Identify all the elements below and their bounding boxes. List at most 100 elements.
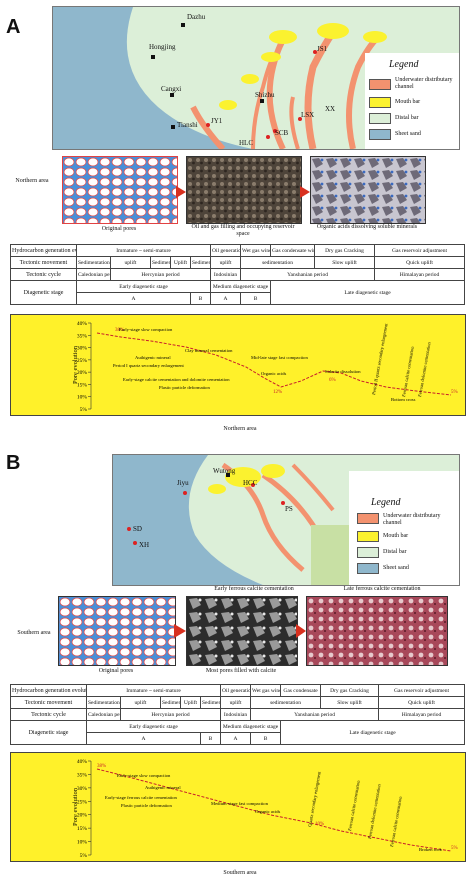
place-hongjing: Hongjing (149, 43, 176, 51)
cell: Himalayan period (374, 268, 466, 281)
row-label-hydrocarbon: Hydrocarbon generation evolution (10, 684, 87, 697)
row-label-tectonic-movement: Tectonic movement (10, 256, 77, 269)
y-tick-label: 10% (77, 840, 88, 846)
annotation-label: Broken rock (419, 847, 443, 852)
mid2-value-label: 6% (329, 378, 336, 383)
place-wutong: Wutong (213, 467, 236, 475)
cell: Sedimentation (76, 256, 111, 269)
annotation-label: Ferroan dolomite cementation (367, 783, 382, 839)
panel-b-micro-calcite (186, 596, 298, 666)
place-xh: XH (139, 541, 150, 549)
y-tick-label: 25% (77, 799, 88, 805)
caption-original-pores: Original pores (101, 226, 137, 232)
cell: Uplift (180, 696, 201, 709)
legend-title: Legend (371, 497, 401, 508)
place-lsx: LSX (301, 111, 315, 119)
cell: Early diagenetic stage (75, 280, 212, 293)
panel-a-table: Hydrocarbon generation evolution Immatur… (10, 244, 466, 305)
place-scb: SCB (275, 129, 289, 137)
cell: sedimentation (250, 696, 322, 709)
annotation-label: Period II quartz secondary enlargement (371, 322, 389, 395)
cell: Wet gas window (250, 684, 282, 697)
cell: Caledonian period (86, 708, 121, 721)
panel-a-pore-chart: 40% 35% 30% 25% 20% 15% 10% 5% Pore evolution 38%… (10, 314, 466, 416)
cell: Sedimentation (199, 696, 222, 709)
cell: Gas reservoir adjustment (374, 244, 466, 257)
cell: Oil generation window (210, 244, 242, 257)
caption-late-ferrous: Late ferrous calcite cementation (343, 586, 421, 592)
panel-b-table: Hydrocarbon generation evolution Immatur… (10, 684, 466, 745)
place-hcc: HCC (243, 479, 258, 487)
cell: Immature ~ semi-mature (85, 684, 222, 697)
panel-a-area-caption: Northern area (223, 426, 257, 432)
annotation-label: Plastic particle deformation (159, 385, 210, 390)
panel-a-side-label: Northern area (15, 178, 49, 184)
row-label-diagenetic-stage: Diagenetic stage (10, 280, 77, 305)
legend-swatch-distal-bar (357, 547, 379, 558)
y-tick-label: 30% (77, 346, 88, 352)
panel-b-pore-svg: 40% 35% 30% 25% 20% 15% 10% 5% Pore evolution 38%… (72, 759, 458, 859)
place-cangxi: Cangxi (161, 85, 182, 93)
cell: Gas condensate window (270, 244, 316, 257)
legend-label-distal-bar: Distal bar (383, 549, 407, 555)
cell: Slow uplift (314, 256, 376, 269)
panel-b-micro-ferrous (306, 596, 448, 666)
annotation-label: Authigenic mineral (145, 785, 181, 790)
cell: Dry gas Cracking (320, 684, 380, 697)
place-shizhu: Shizhu (255, 91, 275, 99)
annotation-label: Early-stage ferrous calcite cementation (105, 795, 178, 800)
cell: Hercynian period (119, 708, 222, 721)
cell: Yanshanian period (250, 708, 380, 721)
legend-label-channel: Underwater distributary channel (395, 77, 453, 90)
row-label-tectonic-cycle: Tectonic cycle (10, 708, 87, 721)
y-tick-label: 20% (77, 370, 88, 376)
start-value-label: 38% (97, 764, 106, 769)
annotation-label: Clay mineral cementation (185, 348, 233, 353)
annotation-label: Siderite dissolution (325, 369, 361, 374)
annotation-label: Early-stage calcite cementation and dolo… (123, 377, 230, 382)
arrow-icon (176, 186, 186, 198)
end-value-label: 5% (451, 846, 458, 851)
cell: Medium diagenetic stage (210, 280, 272, 293)
arrow-icon (174, 624, 186, 638)
legend-swatch-mouth-bar (369, 97, 391, 108)
panel-b-map-graphic (113, 455, 459, 585)
arrow-icon (296, 624, 306, 638)
panel-b-area-caption: Southern area (223, 870, 257, 876)
panel-a-micro-dissolution (310, 156, 426, 224)
annotation-label: Ferroan calcite cementation (347, 779, 361, 831)
panel-a-letter: A (6, 16, 21, 38)
legend-label-mouth-bar: Mouth bar (395, 99, 421, 105)
y-tick-label: 35% (77, 772, 88, 778)
cell: Immature ~ semi-mature (75, 244, 212, 257)
cell: Early diagenetic stage (85, 720, 222, 733)
caption-oil-gas-filling: Oil and gas filling and occupying reserv… (191, 224, 295, 237)
legend-swatch-mouth-bar (357, 531, 379, 542)
cell: uplift (220, 696, 252, 709)
legend-label-sheet-sand: Sheet sand (383, 565, 409, 571)
annotation-label: Period I quartz secondary enlargement (113, 363, 185, 368)
caption-early-ferrous: Early ferrous calcite cementation (214, 586, 294, 592)
y-tick-label: 15% (77, 826, 88, 832)
cell: A (210, 292, 242, 305)
arrow-icon (300, 186, 310, 198)
mid-value-label: 10% (315, 822, 324, 827)
cell: Medium diagenetic stage (220, 720, 282, 733)
y-axis-label: Pore evolution (72, 787, 79, 826)
cell: Gas reservoir adjustment (378, 684, 466, 697)
panel-a-micro-original (62, 156, 178, 224)
row-label-diagenetic-stage: Diagenetic stage (10, 720, 87, 745)
cell: Sedimentation (86, 696, 121, 709)
annotation-label: Organic acids (255, 809, 281, 814)
y-tick-label: 40% (77, 759, 88, 765)
legend-swatch-channel (357, 513, 379, 524)
cell: Quick uplift (374, 256, 466, 269)
legend-label-channel: Underwater distributary channel (383, 513, 441, 526)
y-tick-label: 35% (77, 333, 88, 339)
cell: uplift (120, 696, 161, 709)
y-axis-label: Pore evolution (72, 345, 79, 384)
row-label-hydrocarbon: Hydrocarbon generation evolution (10, 244, 77, 257)
place-jy1: JY1 (211, 117, 223, 125)
legend-swatch-channel (369, 79, 391, 90)
cell: Oil generation (220, 684, 252, 697)
